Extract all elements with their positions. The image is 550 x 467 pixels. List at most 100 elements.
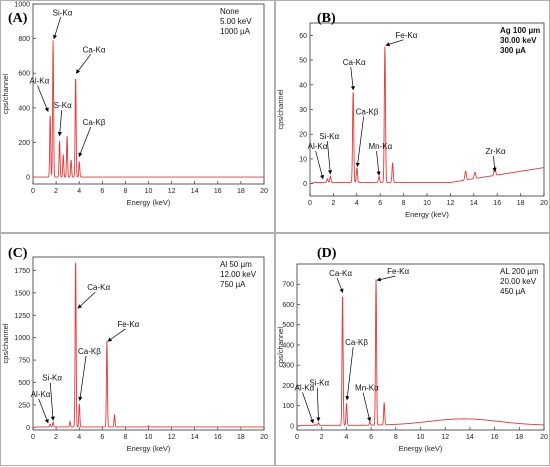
annotation-arrow	[78, 355, 87, 402]
peak-annotation: Ca-Kβ	[83, 118, 106, 127]
peak-annotation: Zr-Kα	[486, 147, 507, 156]
annotation-arrow	[355, 116, 364, 168]
x-tick-label: 12	[441, 434, 449, 441]
annotation-arrow	[385, 39, 404, 47]
peak-annotation: Al-Kα	[30, 77, 50, 86]
peak-annotation: Ca-Kα	[343, 58, 366, 67]
x-tick-label: 14	[466, 434, 474, 441]
x-tick-label: 12	[168, 434, 176, 441]
peak-annotation: Ca-Kβ	[78, 347, 101, 356]
y-tick-label: 600	[282, 302, 294, 309]
annotation-arrow	[315, 150, 325, 180]
annotation-arrow	[49, 382, 55, 421]
x-tick-label: 4	[77, 434, 81, 441]
y-tick-label: 0	[26, 425, 30, 432]
peak-annotation: Al-Kα	[308, 142, 328, 151]
x-tick-label: 4	[77, 188, 81, 195]
peak-annotation: Mn-Kα	[355, 384, 379, 393]
annotation-arrow	[38, 398, 49, 424]
y-tick-label: 0	[26, 175, 30, 182]
annotation-arrow	[316, 387, 321, 422]
x-axis-label: Energy (keV)	[127, 198, 171, 207]
peak-annotation: Mn-Kα	[369, 142, 393, 151]
spectrum-line	[33, 40, 264, 178]
x-tick-label: 8	[123, 434, 127, 441]
y-tick-label: 1500	[14, 290, 30, 297]
y-tick-label: 1250	[14, 313, 30, 320]
x-tick-label: 0	[295, 434, 299, 441]
x-tick-label: 6	[369, 434, 373, 441]
peak-annotation: Ca-Kα	[87, 283, 110, 292]
x-tick-label: 14	[470, 200, 478, 207]
x-tick-label: 14	[191, 434, 199, 441]
x-tick-label: 6	[378, 200, 382, 207]
acquisition-info: 1000 µA	[220, 27, 251, 36]
x-tick-label: 6	[100, 188, 104, 195]
panel-1: 0 2 4 6 8 10 12 14 16 18 20 0 10 20 30 40 50 60 Energy (ke…	[275, 0, 550, 233]
x-tick-label: 12	[447, 200, 455, 207]
y-tick-label: 10	[299, 156, 307, 163]
y-tick-label: 300	[282, 363, 294, 370]
x-tick-label: 18	[237, 434, 245, 441]
acquisition-info: 5.00 keV	[220, 17, 252, 26]
x-tick-label: 20	[540, 434, 548, 441]
x-tick-label: 10	[417, 434, 425, 441]
x-tick-label: 16	[214, 188, 222, 195]
x-tick-label: 10	[145, 188, 153, 195]
y-tick-label: 30	[299, 107, 307, 114]
y-tick-label: 200	[18, 140, 30, 147]
x-tick-label: 8	[394, 434, 398, 441]
acquisition-info: 12.00 keV	[220, 270, 257, 279]
y-tick-label: 400	[18, 105, 30, 112]
panel-3: 0 2 4 6 8 10 12 14 16 18 200100200300400500600700E…	[275, 233, 550, 466]
peak-annotation: Ca-Kβ	[356, 107, 379, 116]
panel-label: (B)	[317, 11, 336, 26]
annotation-arrow	[492, 155, 497, 172]
annotation-arrow	[345, 346, 354, 401]
x-tick-label: 18	[515, 434, 523, 441]
panel-label: (C)	[8, 246, 28, 261]
panel-2: 0 2 4 6 8 10 12 14 16 18 20 0 250 500 750 1000 1250 1500 1…	[0, 233, 275, 466]
x-tick-label: 14	[191, 188, 199, 195]
peak-annotation: Fe-Kα	[395, 31, 417, 40]
x-tick-label: 0	[308, 200, 312, 207]
y-tick-label: 0	[290, 423, 294, 430]
acquisition-info: 450 µA	[500, 287, 526, 296]
annotation-arrow	[376, 151, 381, 176]
y-tick-label: 500	[282, 322, 294, 329]
x-tick-label: 18	[517, 200, 525, 207]
x-tick-label: 20	[260, 188, 268, 195]
annotation-arrow	[75, 54, 91, 74]
y-tick-label: 600	[18, 71, 30, 78]
y-tick-label: 400	[282, 342, 294, 349]
acquisition-info: 20.00 keV	[500, 277, 537, 286]
peak-annotation: Si-Kα	[53, 8, 73, 17]
annotation-arrow	[57, 109, 63, 137]
x-tick-label: 0	[31, 434, 35, 441]
x-tick-label: 10	[145, 434, 153, 441]
annotation-arrow	[37, 85, 49, 112]
x-tick-label: 16	[214, 434, 222, 441]
panel-border	[0, 233, 275, 466]
panel-label: (D)	[317, 246, 337, 261]
acquisition-info: 750 µA	[220, 280, 246, 289]
peak-annotation: Al-Kα	[295, 384, 315, 393]
peak-annotation: Fe-Kα	[387, 267, 409, 276]
y-tick-label: 20	[299, 132, 307, 139]
panel-border	[0, 0, 275, 233]
annotation-arrow	[77, 291, 96, 309]
x-tick-label: 20	[540, 200, 548, 207]
y-tick-label: 1750	[14, 268, 30, 275]
y-tick-label: 1000	[14, 2, 30, 9]
y-tick-label: 40	[299, 82, 307, 89]
acquisition-info: AL 200 µm	[500, 267, 539, 276]
spectrum-line	[296, 279, 545, 427]
peak-annotation: Al-Kα	[31, 390, 51, 399]
y-tick-label: 800	[18, 36, 30, 43]
acquisition-info: Al 50 µm	[220, 260, 252, 269]
y-tick-label: 500	[18, 380, 30, 387]
x-tick-label: 4	[344, 434, 348, 441]
y-axis-label: cps/channel	[1, 74, 10, 114]
panel-label: (A)	[8, 11, 28, 26]
